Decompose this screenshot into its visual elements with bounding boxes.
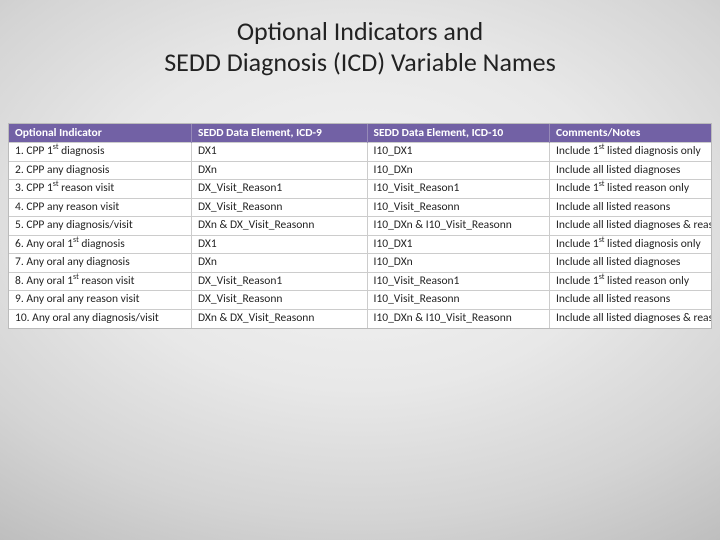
table-row: 1. CPP 1st diagnosisDX1I10_DX1Include 1s… (9, 143, 711, 162)
cell-indicator: 6. Any oral 1st diagnosis (9, 235, 192, 254)
cell-icd9: DX1 (192, 143, 368, 162)
table-container: Optional Indicator SEDD Data Element, IC… (8, 123, 712, 328)
table-row: 3. CPP 1st reason visitDX_Visit_Reason1I… (9, 180, 711, 199)
page-title: Optional Indicators and SEDD Diagnosis (… (0, 0, 720, 77)
table-row: 7. Any oral any diagnosisDXnI10_DXnInclu… (9, 254, 711, 273)
table-header-row: Optional Indicator SEDD Data Element, IC… (9, 124, 711, 143)
cell-indicator: 1. CPP 1st diagnosis (9, 143, 192, 162)
cell-icd9: DXn (192, 254, 368, 273)
cell-comments: Include 1st listed reason only (550, 272, 711, 291)
cell-comments: Include 1st listed diagnosis only (550, 235, 711, 254)
cell-icd9: DX_Visit_Reasonn (192, 198, 368, 217)
icd-variable-table: Optional Indicator SEDD Data Element, IC… (9, 124, 711, 327)
cell-icd10: I10_Visit_Reason1 (367, 272, 550, 291)
cell-indicator: 4. CPP any reason visit (9, 198, 192, 217)
cell-icd9: DXn (192, 161, 368, 180)
cell-icd9: DX1 (192, 235, 368, 254)
cell-indicator: 9. Any oral any reason visit (9, 291, 192, 310)
col-icd9: SEDD Data Element, ICD-9 (192, 124, 368, 143)
cell-comments: Include 1st listed diagnosis only (550, 143, 711, 162)
cell-comments: Include all listed diagnoses & reasons (550, 309, 711, 327)
cell-icd10: I10_DXn (367, 161, 550, 180)
col-optional-indicator: Optional Indicator (9, 124, 192, 143)
cell-comments: Include all listed reasons (550, 291, 711, 310)
cell-indicator: 10. Any oral any diagnosis/visit (9, 309, 192, 327)
cell-comments: Include all listed diagnoses (550, 254, 711, 273)
col-comments: Comments/Notes (550, 124, 711, 143)
cell-icd9: DX_Visit_Reasonn (192, 291, 368, 310)
cell-indicator: 3. CPP 1st reason visit (9, 180, 192, 199)
cell-indicator: 8. Any oral 1st reason visit (9, 272, 192, 291)
cell-indicator: 2. CPP any diagnosis (9, 161, 192, 180)
cell-icd10: I10_DXn & I10_Visit_Reasonn (367, 217, 550, 236)
table-row: 8. Any oral 1st reason visitDX_Visit_Rea… (9, 272, 711, 291)
cell-comments: Include all listed diagnoses & reasons (550, 217, 711, 236)
table-row: 4. CPP any reason visitDX_Visit_ReasonnI… (9, 198, 711, 217)
title-line-2: SEDD Diagnosis (ICD) Variable Names (164, 46, 556, 78)
cell-icd10: I10_DX1 (367, 235, 550, 254)
cell-comments: Include all listed reasons (550, 198, 711, 217)
cell-icd9: DX_Visit_Reason1 (192, 272, 368, 291)
cell-comments: Include all listed diagnoses (550, 161, 711, 180)
cell-icd10: I10_Visit_Reasonn (367, 198, 550, 217)
table-row: 5. CPP any diagnosis/visitDXn & DX_Visit… (9, 217, 711, 236)
cell-icd10: I10_DXn & I10_Visit_Reasonn (367, 309, 550, 327)
cell-indicator: 7. Any oral any diagnosis (9, 254, 192, 273)
cell-icd10: I10_Visit_Reasonn (367, 291, 550, 310)
cell-icd9: DXn & DX_Visit_Reasonn (192, 309, 368, 327)
table-row: 6. Any oral 1st diagnosisDX1I10_DX1Inclu… (9, 235, 711, 254)
cell-icd9: DXn & DX_Visit_Reasonn (192, 217, 368, 236)
cell-comments: Include 1st listed reason only (550, 180, 711, 199)
col-icd10: SEDD Data Element, ICD-10 (367, 124, 550, 143)
table-row: 9. Any oral any reason visitDX_Visit_Rea… (9, 291, 711, 310)
cell-icd10: I10_DX1 (367, 143, 550, 162)
cell-indicator: 5. CPP any diagnosis/visit (9, 217, 192, 236)
cell-icd9: DX_Visit_Reason1 (192, 180, 368, 199)
table-row: 10. Any oral any diagnosis/visitDXn & DX… (9, 309, 711, 327)
table-row: 2. CPP any diagnosisDXnI10_DXnInclude al… (9, 161, 711, 180)
title-line-1: Optional Indicators and (237, 15, 483, 47)
cell-icd10: I10_DXn (367, 254, 550, 273)
cell-icd10: I10_Visit_Reason1 (367, 180, 550, 199)
